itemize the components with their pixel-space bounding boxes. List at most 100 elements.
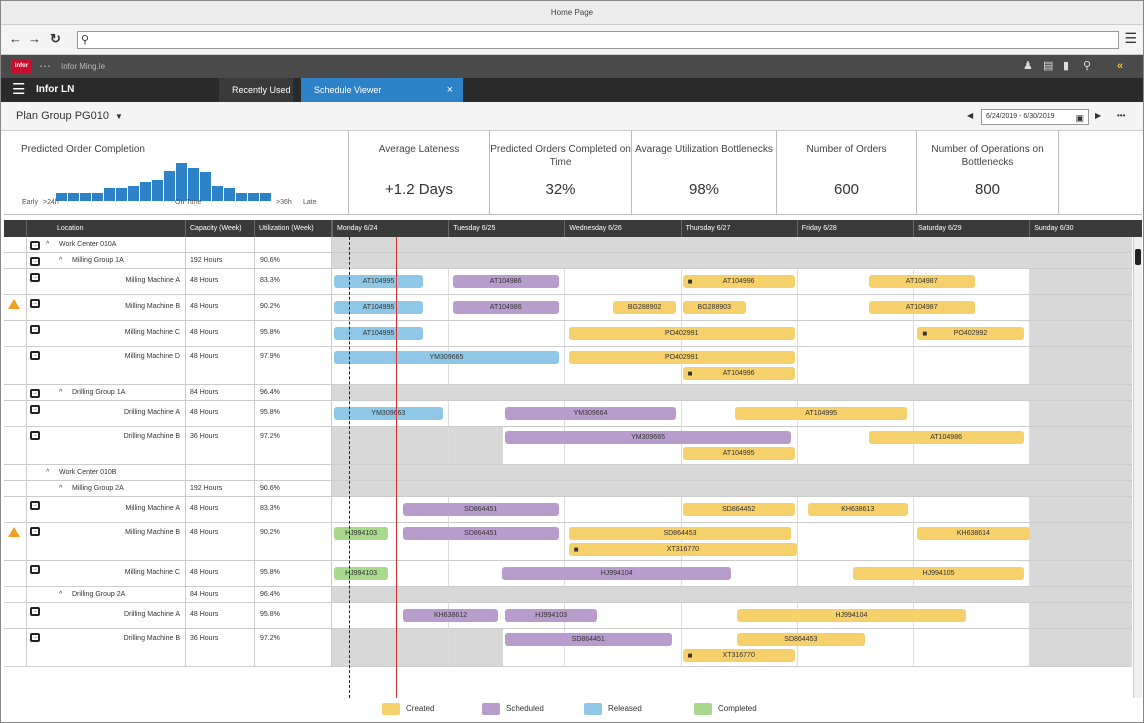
order-bar[interactable]: AT104995 [682,447,795,460]
order-bar[interactable]: ■ AT104996 [682,275,795,288]
order-bar[interactable]: KH638612 [402,609,499,622]
warning-icon[interactable] [8,527,20,537]
group-row[interactable]: → ^ Milling Group 1A 192 Hours 90.6% [4,253,1132,269]
reload-icon[interactable]: ↻ [50,31,61,46]
group-row[interactable]: ^ Drilling Group 2A 84 Hours 96.4% [4,587,1132,603]
order-bar[interactable]: KH638613 [808,503,908,516]
group-row[interactable]: ^ Milling Group 2A 192 Hours 90.6% [4,481,1132,497]
order-bar[interactable]: AT104995 [734,407,908,420]
group-row[interactable]: → ^ Work Center 010A [4,237,1132,253]
open-detail-icon[interactable]: → [30,299,40,308]
open-detail-icon[interactable]: → [30,325,40,334]
collapse-chevron-icon[interactable]: ^ [46,241,50,248]
col-capacity[interactable]: Capacity (Week) [186,220,255,237]
open-detail-icon[interactable]: → [30,527,40,536]
order-bar[interactable]: YM309663 [334,407,443,420]
col-location[interactable]: Location [27,220,186,237]
prev-week-icon[interactable]: ◀ [967,111,974,120]
machine-row[interactable]: → Milling Machine C 48 Hours 95.8% AT104995 P… [4,321,1132,347]
close-icon[interactable]: × [446,84,453,96]
open-detail-icon[interactable]: → [30,501,40,510]
app-grid-icon[interactable]: ⋯ [39,59,51,73]
order-bar[interactable]: SD864451 [504,633,672,646]
hamburger-icon[interactable]: ☰ [12,81,26,98]
order-bar[interactable]: AT104986 [452,301,559,314]
open-detail-icon[interactable]: → [30,389,40,398]
machine-row[interactable]: → Milling Machine B 48 Hours 90.2% AT104995 A… [4,295,1132,321]
machine-row[interactable]: → Drilling Machine A 48 Hours 95.8% YM309663… [4,401,1132,427]
order-bar[interactable]: BG288903 [682,301,746,314]
order-bar[interactable]: ■ PO402992 [917,327,1024,340]
kpi-average-lateness[interactable]: Average Lateness +1.2 Days [349,131,490,215]
machine-row[interactable]: → Drilling Machine B 36 Hours 97.2% YM309665… [4,427,1132,465]
order-bar[interactable]: AT104986 [452,275,559,288]
order-bar[interactable]: SD864453 [737,633,865,646]
order-bar[interactable]: AT104987 [868,301,975,314]
collapse-chevron-icon[interactable]: ^ [46,469,50,476]
open-detail-icon[interactable]: → [30,257,40,266]
collapse-chevron-icon[interactable]: ^ [59,591,63,598]
open-detail-icon[interactable]: → [30,273,40,282]
scrollbar-thumb[interactable] [1135,249,1141,265]
order-bar[interactable]: HJ994104 [737,609,966,622]
order-bar[interactable]: HJ994103 [334,527,389,540]
open-detail-icon[interactable]: → [30,633,40,642]
more-options-icon[interactable]: ••• [1117,111,1126,120]
next-week-icon[interactable]: ▶ [1095,111,1102,120]
forward-arrow-icon[interactable]: → [28,31,41,46]
kpi-number-of-orders[interactable]: Number of Orders 600 [777,131,917,215]
order-bar[interactable]: BG288902 [612,301,677,314]
url-input[interactable]: ⚲ [77,31,1119,49]
order-bar[interactable]: AT104995 [334,301,423,314]
order-bar[interactable]: SD864451 [402,503,559,516]
open-detail-icon[interactable]: → [30,431,40,440]
order-bar[interactable]: AT104986 [868,431,1024,444]
machine-row[interactable]: → Milling Machine B 48 Hours 90.2% HJ994103 S… [4,523,1132,561]
open-detail-icon[interactable]: → [30,351,40,360]
machine-row[interactable]: → Milling Machine A 48 Hours 83.3% AT104995 A… [4,269,1132,295]
order-bar[interactable]: YM309665 [504,431,792,444]
machine-row[interactable]: → Milling Machine C 48 Hours 95.8% HJ994103 H… [4,561,1132,587]
collapse-chevron-icon[interactable]: ^ [59,389,63,396]
open-detail-icon[interactable]: → [30,405,40,414]
inbox-icon[interactable]: ▤ [1043,60,1054,72]
open-detail-icon[interactable]: → [30,241,40,250]
col-utilization[interactable]: Utilization (Week) [255,220,332,237]
order-bar[interactable]: KH638614 [917,527,1030,540]
browser-menu-icon[interactable]: ☰ [1124,30,1137,46]
vertical-scrollbar[interactable] [1133,237,1142,698]
user-icon[interactable]: ♟ [1023,60,1033,72]
order-bar[interactable]: AT104995 [334,327,423,340]
calendar-icon[interactable]: ▣ [1075,113,1084,123]
collapse-chevron-icon[interactable]: ^ [59,257,63,264]
collapse-chevron-icon[interactable]: ^ [59,485,63,492]
order-bar[interactable]: PO402991 [568,327,795,340]
order-bar[interactable]: HJ994104 [502,567,731,580]
order-bar[interactable]: HJ994103 [504,609,598,622]
collapse-icon[interactable]: « [1117,60,1124,72]
back-arrow-icon[interactable]: ← [9,31,22,46]
order-bar[interactable]: AT104987 [868,275,975,288]
order-bar[interactable]: SD864451 [402,527,559,540]
tab-schedule-viewer[interactable]: Schedule Viewer × [301,78,463,102]
kpi-operations-bottlenecks[interactable]: Number of Operations on Bottlenecks 800 [917,131,1059,215]
date-range-input[interactable]: 6/24/2019 - 6/30/2019 ▣ [981,109,1089,125]
order-bar[interactable]: HJ994105 [853,567,1024,580]
kpi-order-completion[interactable]: Predicted Order Completion [4,131,349,215]
order-bar[interactable]: AT104995 [334,275,423,288]
group-row[interactable]: → ^ Drilling Group 1A 84 Hours 96.4% [4,385,1132,401]
warning-icon[interactable] [8,299,20,309]
kpi-utilization[interactable]: Avarage Utilization Bottlenecks 98% [632,131,777,215]
order-bar[interactable]: SD864452 [682,503,795,516]
machine-row[interactable]: → Drilling Machine B 36 Hours 97.2% SD864451… [4,629,1132,667]
bookmark-icon[interactable]: ▮ [1063,60,1070,72]
infor-logo[interactable]: infor [11,60,32,73]
order-bar[interactable]: YM309664 [504,407,677,420]
search-icon[interactable]: ⚲ [1083,60,1092,72]
open-detail-icon[interactable]: → [30,607,40,616]
order-bar[interactable]: HJ994103 [334,567,389,580]
open-detail-icon[interactable]: → [30,565,40,574]
tab-recently-used[interactable]: Recently Used [219,78,293,102]
order-bar[interactable]: ■ XT316770 [682,649,795,662]
group-row[interactable]: ^ Work Center 010B [4,465,1132,481]
